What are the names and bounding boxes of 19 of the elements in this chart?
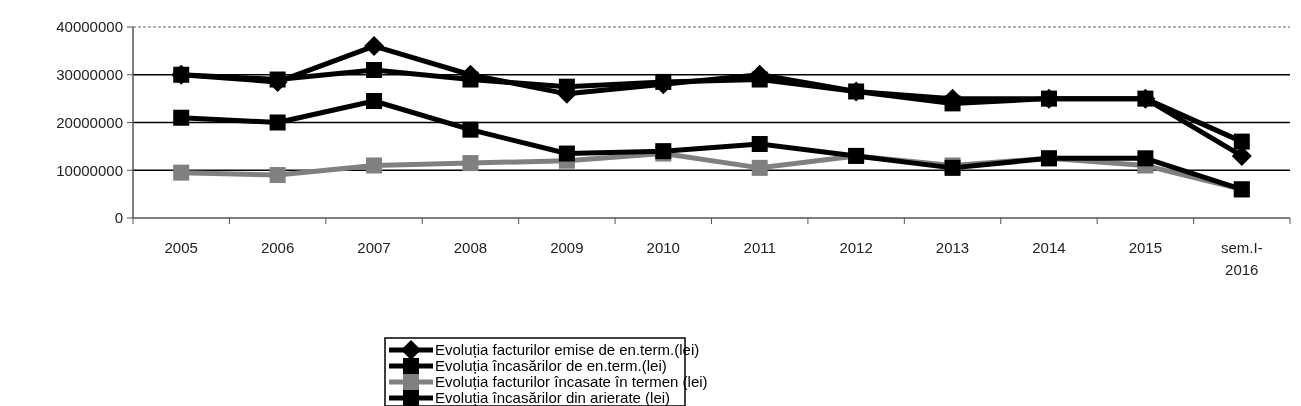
x-tick-label: 2010 xyxy=(646,239,680,256)
y-tick-label: 20000000 xyxy=(56,113,123,131)
x-tick-label: 2012 xyxy=(839,239,873,256)
x-tick-label: 2013 xyxy=(935,239,970,256)
legend-label: Evoluția încasărilor din arierate (lei) xyxy=(435,389,671,406)
x-tick-label: 2007 xyxy=(357,239,391,256)
x-tick-label: 2008 xyxy=(453,239,488,256)
x-tick-label: 2006 xyxy=(260,239,295,256)
y-tick-label: 0 xyxy=(114,209,123,227)
x-tick-label: 2014 xyxy=(1032,239,1066,256)
y-tick-label: 10000000 xyxy=(56,161,123,179)
y-tick-label: 30000000 xyxy=(56,66,123,83)
x-tick-label: 2011 xyxy=(743,239,776,256)
legend-label: Evoluția încasărilor de en.term.(lei) xyxy=(435,357,667,375)
x-tick-label: 2005 xyxy=(164,239,198,256)
x-tick-label: 2015 xyxy=(1128,239,1163,256)
x-tick-label: sem.I-2016 xyxy=(1220,239,1263,278)
x-tick-label: 2009 xyxy=(550,239,584,256)
y-tick-label: 40000000 xyxy=(56,18,123,36)
